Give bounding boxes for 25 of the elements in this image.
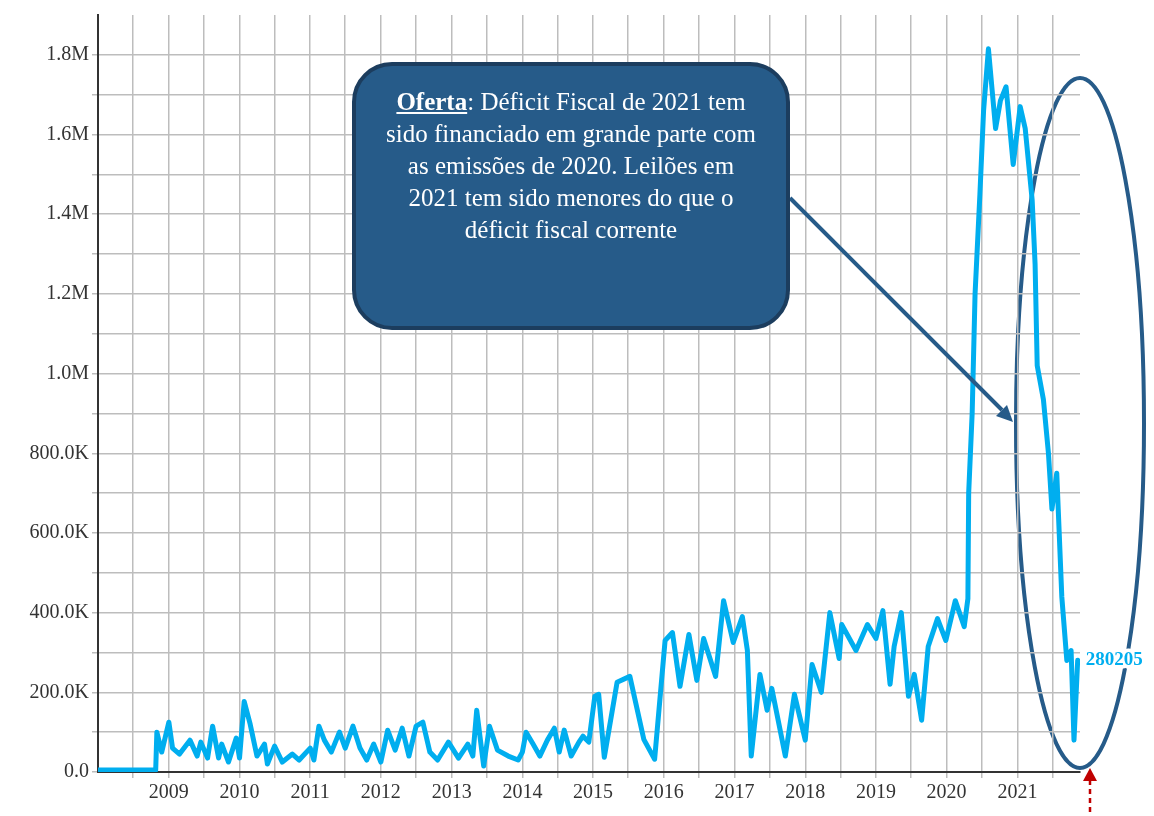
x-tick-label: 2009 [148, 780, 189, 803]
x-tick-label: 2018 [785, 780, 826, 803]
annotation: Oferta: Déficit Fiscal de 2021 tem sido financiado em grande parte com as emissões de 2020. Leilões em 2021 tem sido menores do que o déficit fiscal corrente [386, 88, 756, 243]
y-tick-label: 1.2M [46, 281, 90, 304]
x-tick-label: 2017 [714, 780, 755, 803]
x-tick-label: 2011 [290, 780, 330, 803]
callout-box: Oferta: Déficit Fiscal de 2021 tem sido financiado em grande parte com as emissões de 2020. Leilões em 2021 tem sido menores do que o déficit fiscal corrente [352, 62, 790, 330]
x-tick-label: 2021 [997, 780, 1038, 803]
x-tick-label: 2012 [360, 780, 401, 803]
x-tick-label: 2016 [643, 780, 684, 803]
y-tick-label: 200.0K [29, 679, 90, 702]
y-tick-label: 800.0K [29, 440, 90, 463]
x-tick-label: 2013 [431, 780, 472, 803]
x-tick-label: 2010 [219, 780, 260, 803]
y-tick-label: 1.6M [46, 121, 90, 144]
y-tick-label: 1.4M [46, 201, 90, 224]
y-tick-label: 1.8M [46, 42, 90, 65]
y-tick-label: 0.0 [64, 759, 89, 782]
y-tick-label: 400.0K [29, 599, 90, 622]
y-tick-label: 600.0K [29, 520, 90, 543]
y-tick-label: 1.0M [46, 360, 90, 383]
x-tick-label: 2015 [573, 780, 614, 803]
x-tick-label: 2014 [502, 780, 543, 803]
x-tick-label: 2019 [855, 780, 896, 803]
x-tick-label: 2020 [926, 780, 967, 803]
